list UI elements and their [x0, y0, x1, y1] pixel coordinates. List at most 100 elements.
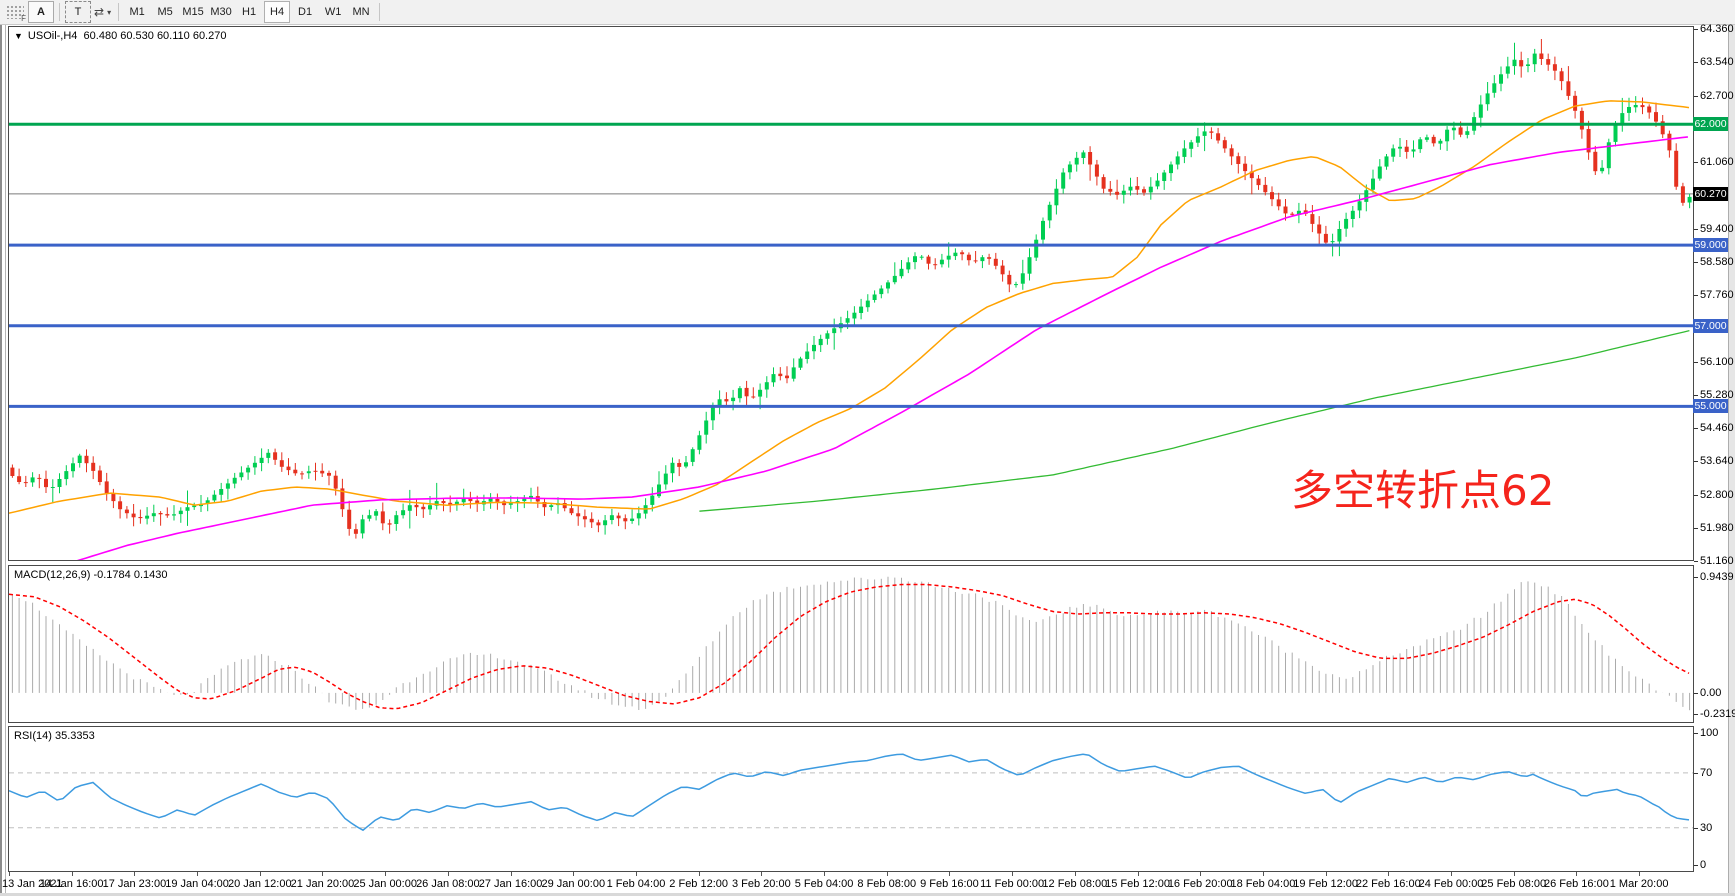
date-tickmark [761, 872, 763, 876]
axis-tickmark [1694, 576, 1698, 578]
level-price-badge: 62.000 [1693, 117, 1728, 132]
date-label: 27 Jan 16:00 [478, 878, 543, 890]
axis-tickmark [1694, 772, 1698, 774]
axis-tick-label: 54.460 [1700, 422, 1734, 435]
date-tickmark [1074, 872, 1076, 876]
axis-tick-label: 100 [1700, 727, 1719, 739]
axis-tick-label: -0.2319 [1700, 708, 1735, 720]
date-label: 17 Jan 23:00 [102, 878, 167, 890]
axis-tick-label: 61.060 [1700, 156, 1734, 169]
axis-tick-label: 51.980 [1700, 522, 1734, 535]
axis-tickmark [1694, 428, 1698, 430]
date-tickmark [886, 872, 888, 876]
symbol-dropdown-icon[interactable]: ▼ [14, 31, 23, 41]
date-tickmark [9, 872, 10, 876]
chart-text-annotation[interactable]: 多空转折点62 [1291, 466, 1555, 515]
date-tickmark [635, 872, 637, 876]
date-tickmark [197, 872, 199, 876]
date-tickmark [510, 872, 512, 876]
sync-glyph: ⇄ [94, 5, 106, 19]
date-label: 11 Feb 00:00 [980, 878, 1045, 890]
dropdown-caret-icon[interactable]: ▾ [107, 7, 113, 17]
toolbar-separator [118, 3, 120, 21]
timeframe-button-m15[interactable]: M15 [182, 6, 204, 18]
axis-tickmark [1694, 714, 1698, 715]
timeframe-button-mn[interactable]: MN [352, 6, 370, 18]
timeframe-button-d1[interactable]: D1 [298, 6, 313, 18]
axis-tickmark [1694, 228, 1698, 230]
macd-pane[interactable]: MACD(12,26,9) -0.1784 0.1430 [8, 565, 1694, 723]
candlestick-chart[interactable] [9, 27, 1693, 560]
timeframe-button-m30[interactable]: M30 [210, 6, 232, 18]
date-tickmark [1513, 872, 1515, 876]
date-tickmark [1012, 872, 1014, 876]
text-annotation-button[interactable]: A [28, 1, 54, 23]
timeframe-button-h4[interactable]: H4 [264, 1, 291, 23]
macd-label: MACD(12,26,9) -0.1784 0.1430 [14, 569, 168, 581]
date-tickmark [1325, 872, 1327, 876]
rsi-chart [9, 753, 1693, 832]
text-label-button[interactable]: T [65, 1, 91, 23]
level-price-badge: 57.000 [1693, 318, 1728, 333]
date-tickmark [322, 872, 324, 876]
axis-tickmark [1694, 865, 1698, 866]
timeframe-button-m5[interactable]: M5 [157, 6, 173, 18]
main-chart-pane[interactable]: ▼ USOil-,H4 60.480 60.530 60.110 60.270 多… [8, 26, 1694, 561]
date-tickmark [1388, 872, 1390, 876]
axis-tickmark [1694, 62, 1698, 64]
date-tickmark [447, 872, 449, 876]
date-label: 22 Feb 16:00 [1355, 878, 1421, 890]
symbol-quote-text: USOil-,H4 60.480 60.530 60.110 60.270 [27, 30, 227, 42]
date-tickmark [573, 872, 575, 876]
right-scroll-strip[interactable] [1728, 25, 1735, 893]
axis-tickmark [1694, 692, 1698, 694]
grid-dots-icon[interactable]: F [6, 5, 26, 23]
window-left-border [0, 25, 8, 893]
axis-tickmark [1694, 262, 1698, 264]
date-label: 18 Feb 04:00 [1230, 878, 1296, 890]
date-label: 19 Jan 04:00 [165, 878, 229, 890]
date-label: 12 Feb 08:00 [1042, 878, 1108, 890]
axis-tickmark [1694, 461, 1698, 463]
axis-tick-label: 53.640 [1700, 455, 1734, 468]
date-label: 5 Feb 04:00 [794, 878, 854, 890]
date-tickmark [134, 872, 136, 876]
level-price-badge: 59.000 [1693, 238, 1728, 253]
axis-tick-label: 56.100 [1700, 356, 1734, 369]
sync-arrows-icon[interactable]: ⇄ ▾ [94, 5, 112, 19]
timeframe-button-w1[interactable]: W1 [324, 6, 342, 18]
date-tickmark [949, 872, 951, 876]
date-label: 26 Feb 16:00 [1543, 878, 1609, 890]
date-tickmark [1200, 872, 1202, 876]
date-tickmark [824, 872, 826, 876]
date-label: 3 Feb 20:00 [732, 878, 791, 890]
timeframe-button-h1[interactable]: H1 [242, 6, 257, 18]
rsi-label: RSI(14) 35.3353 [14, 730, 95, 742]
date-label: 20 Jan 12:00 [227, 878, 292, 890]
date-axis: 13 Jan 2021 14 Jan 16:00 17 Jan 23:00 19 Ja… [2, 872, 1694, 893]
axis-tickmark [1694, 362, 1698, 364]
date-label: 1 Feb 04:00 [606, 878, 666, 890]
date-tickmark [1576, 872, 1578, 876]
date-label: 24 Feb 00:00 [1418, 878, 1484, 890]
axis-tick-label: 58.580 [1700, 256, 1734, 269]
date-tickmark [1451, 872, 1453, 876]
date-tickmark [1639, 872, 1641, 876]
macd-chart [9, 576, 1691, 711]
date-label: 9 Feb 16:00 [920, 878, 979, 890]
timeframe-buttons: M1 M5 M15 M30 H1 H4 D1 W1 MN [123, 1, 375, 23]
date-label: 14 Jan 16:00 [39, 878, 104, 890]
axis-tick-label: 52.800 [1700, 489, 1734, 502]
toolbar: F A T ⇄ ▾ M1 M5 M15 M30 H1 H4 D1 W1 MN [0, 0, 1735, 25]
axis-tickmark [1694, 29, 1698, 31]
toolbar-separator [379, 3, 381, 21]
window-bottom-strip [0, 893, 1735, 896]
axis-tickmark [1694, 528, 1698, 530]
axis-tickmark [1694, 827, 1698, 829]
rsi-pane[interactable]: RSI(14) 35.3353 [8, 726, 1694, 872]
axis-tickmark [1694, 295, 1698, 297]
date-label: 13 Jan 2021 [2, 878, 63, 890]
axis-tickmark [1694, 733, 1698, 734]
timeframe-button-m1[interactable]: M1 [129, 6, 145, 18]
